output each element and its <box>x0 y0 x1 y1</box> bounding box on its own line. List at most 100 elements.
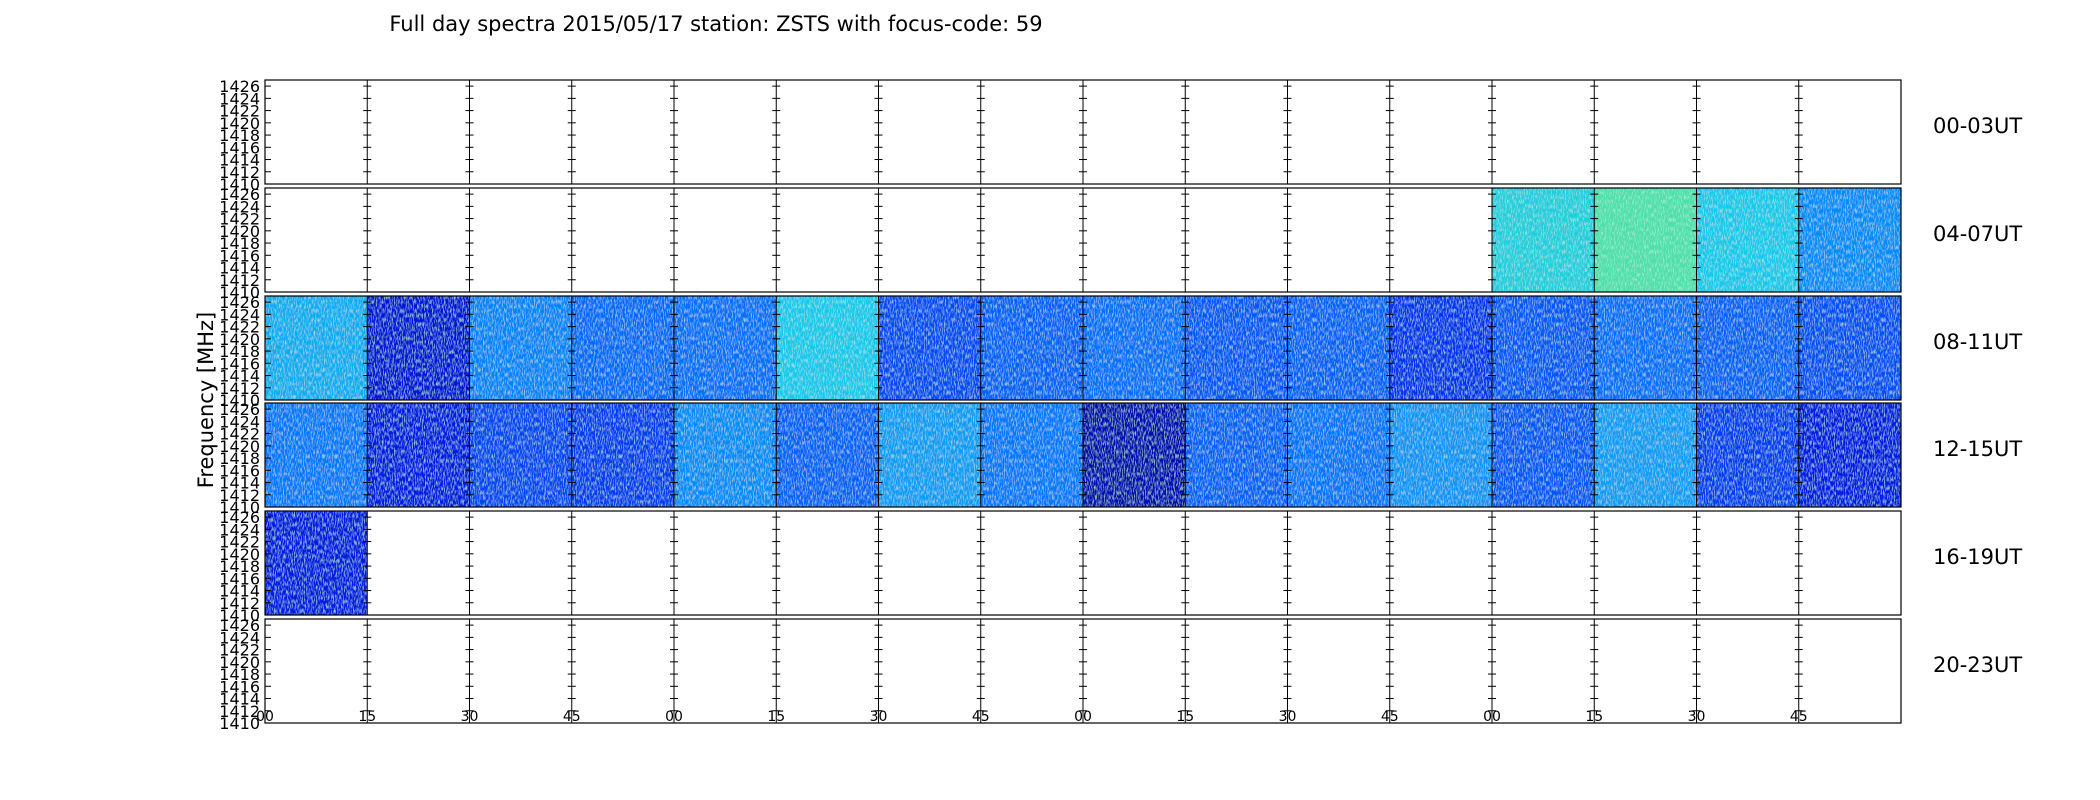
y-tick-label: 1420 <box>219 330 260 349</box>
y-tick-label: 1412 <box>219 379 260 398</box>
spectrum-block <box>776 296 879 400</box>
row-label: 04-07UT <box>1933 222 2022 246</box>
spectrum-block <box>1798 403 1901 507</box>
x-tick-label: 30 <box>1279 709 1297 725</box>
spectrum-block <box>1798 296 1901 400</box>
spectrum-block <box>878 403 981 507</box>
spectrum-block <box>776 403 879 507</box>
row-label: 08-11UT <box>1933 330 2022 354</box>
x-tick-label: 30 <box>870 709 888 725</box>
spectrum-block <box>878 296 981 400</box>
x-tick-label: 00 <box>1483 709 1501 725</box>
y-tick-label: 1420 <box>219 114 260 133</box>
y-tick-label: 1416 <box>219 354 260 373</box>
spectrum-block <box>1083 296 1186 400</box>
spectrum-block <box>469 296 572 400</box>
x-tick-label: 30 <box>461 709 479 725</box>
y-tick-label: 1424 <box>219 89 260 108</box>
row-label: 12-15UT <box>1933 437 2022 461</box>
x-tick-label: 15 <box>767 709 785 725</box>
y-tick-label: 1420 <box>219 437 260 456</box>
y-tick-label: 1414 <box>219 474 260 493</box>
y-tick-label: 1416 <box>219 677 260 696</box>
y-tick-label: 1414 <box>219 690 260 709</box>
y-tick-label: 1414 <box>219 151 260 170</box>
y-tick-label: 1426 <box>219 185 260 204</box>
x-tick-label: 45 <box>563 709 581 725</box>
row-label: 16-19UT <box>1933 545 2022 569</box>
y-tick-label: 1426 <box>219 508 260 527</box>
x-tick-label: 45 <box>1790 709 1808 725</box>
y-tick-label: 1424 <box>219 197 260 216</box>
spectrum-block <box>1696 403 1799 507</box>
y-tick-label: 1410 <box>219 714 260 733</box>
spectrum-block <box>1287 296 1390 400</box>
spectrum-block <box>1389 296 1492 400</box>
y-tick-label: 1410 <box>219 175 260 194</box>
y-tick-label: 1422 <box>219 425 260 444</box>
y-tick-label: 1414 <box>219 259 260 278</box>
x-tick-label: 15 <box>358 709 376 725</box>
y-tick-label: 1414 <box>219 367 260 386</box>
spectrum-block <box>265 511 368 615</box>
chart-title: Full day spectra 2015/05/17 station: ZST… <box>389 12 1042 36</box>
y-tick-label: 1424 <box>219 305 260 324</box>
spectrum-block <box>1696 296 1799 400</box>
y-tick-label: 1418 <box>219 234 260 253</box>
spectrum-block <box>571 403 674 507</box>
row-label: 00-03UT <box>1933 114 2022 138</box>
y-tick-label: 1426 <box>219 77 260 96</box>
y-tick-label: 1418 <box>219 557 260 576</box>
y-tick-label: 1416 <box>219 569 260 588</box>
spectrum-block <box>1083 403 1186 507</box>
y-tick-label: 1422 <box>219 533 260 552</box>
y-tick-label: 1412 <box>219 486 260 505</box>
y-tick-label: 1418 <box>219 449 260 468</box>
y-tick-label: 1420 <box>219 545 260 564</box>
spectrum-block <box>980 296 1083 400</box>
spectrum-block <box>571 296 674 400</box>
y-tick-label: 1424 <box>219 628 260 647</box>
y-tick-label: 1414 <box>219 582 260 601</box>
spectrum-block <box>1185 403 1288 507</box>
spectrum-block <box>367 296 470 400</box>
x-tick-label: 45 <box>972 709 990 725</box>
spectrum-block <box>469 403 572 507</box>
y-tick-label: 1420 <box>219 653 260 672</box>
spectrum-block <box>1185 296 1288 400</box>
spectrum-block <box>1389 403 1492 507</box>
y-tick-label: 1418 <box>219 342 260 361</box>
spectrum-block <box>1594 188 1697 292</box>
spectrum-block <box>674 296 777 400</box>
y-tick-label: 1416 <box>219 246 260 265</box>
y-tick-label: 1410 <box>219 498 260 517</box>
y-tick-label: 1424 <box>219 520 260 539</box>
spectrum-block <box>1287 403 1390 507</box>
x-tick-label: 00 <box>665 709 683 725</box>
y-tick-label: 1412 <box>219 702 260 721</box>
y-tick-label: 1412 <box>219 594 260 613</box>
spectrum-block <box>1594 403 1697 507</box>
y-tick-label: 1426 <box>219 293 260 312</box>
x-tick-label: 30 <box>1688 709 1706 725</box>
y-tick-label: 1410 <box>219 391 260 410</box>
y-tick-label: 1422 <box>219 102 260 121</box>
y-tick-label: 1422 <box>219 641 260 660</box>
y-tick-label: 1410 <box>219 606 260 625</box>
spectrum-block <box>674 403 777 507</box>
x-tick-label: 15 <box>1176 709 1194 725</box>
row-label: 20-23UT <box>1933 653 2022 677</box>
x-tick-label: 00 <box>1074 709 1092 725</box>
spectrum-block <box>1492 188 1595 292</box>
y-tick-label: 1412 <box>219 271 260 290</box>
spectrum-block <box>367 403 470 507</box>
spectrum-block <box>265 296 368 400</box>
x-tick-label: 15 <box>1585 709 1603 725</box>
y-tick-label: 1410 <box>219 283 260 302</box>
